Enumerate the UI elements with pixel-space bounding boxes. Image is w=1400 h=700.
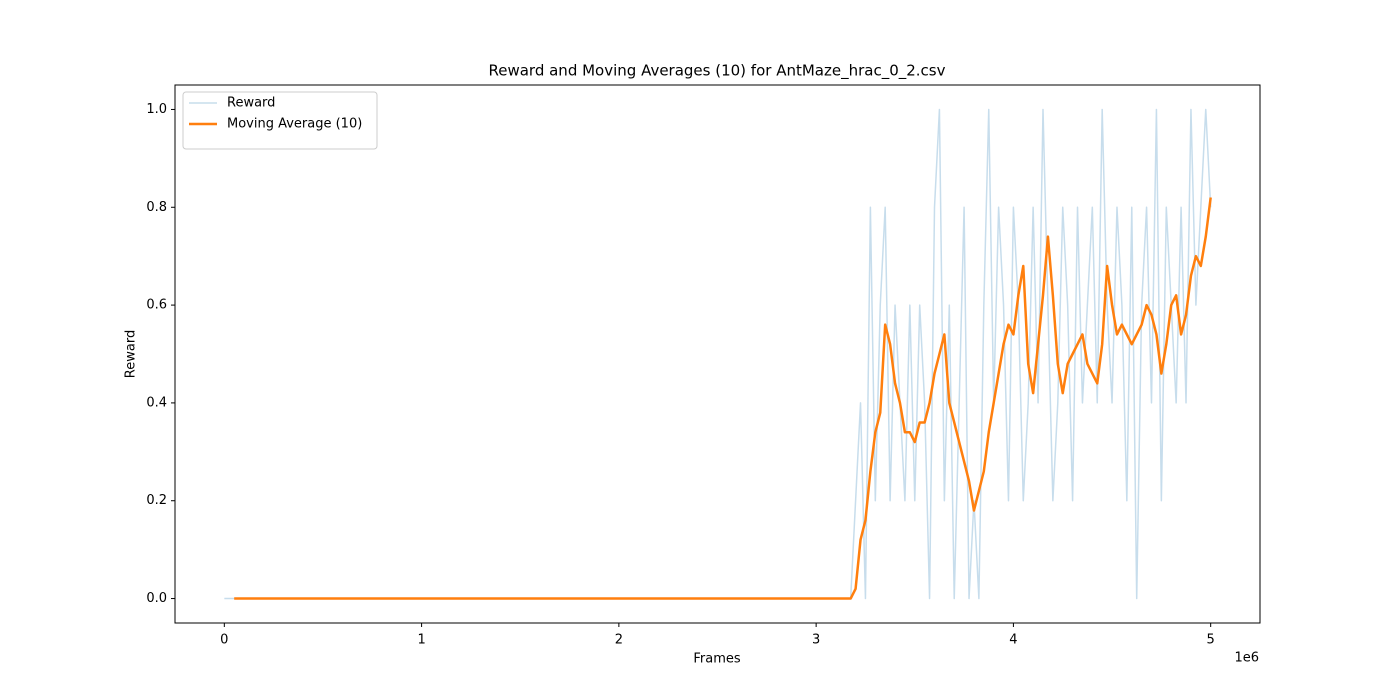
chart-title: Reward and Moving Averages (10) for AntM…	[488, 62, 945, 81]
x-tick-label: 0	[220, 633, 228, 648]
x-offset-label: 1e6	[1234, 651, 1259, 666]
y-tick-label: 0.4	[146, 395, 167, 410]
legend-label: Reward	[227, 96, 275, 111]
y-tick-label: 0.2	[146, 493, 167, 508]
y-axis-label: Reward	[124, 330, 139, 378]
plot-frame	[174, 84, 1261, 624]
y-tick-label: 0.0	[146, 591, 167, 606]
x-tick-label: 5	[1207, 633, 1215, 648]
x-axis-label: Frames	[693, 652, 741, 667]
x-tick-label: 3	[812, 633, 820, 648]
legend-label: Moving Average (10)	[227, 117, 362, 132]
y-tick-label: 1.0	[146, 102, 167, 117]
legend-frame	[182, 91, 378, 150]
x-tick-label: 2	[615, 633, 623, 648]
legend: Reward Moving Average (10)	[182, 91, 378, 150]
series-line	[234, 197, 1212, 600]
x-tick-label: 1	[417, 633, 425, 648]
y-tick-label: 0.8	[146, 200, 167, 215]
x-tick-label: 4	[1009, 633, 1017, 648]
y-tick-label: 0.6	[146, 298, 167, 313]
